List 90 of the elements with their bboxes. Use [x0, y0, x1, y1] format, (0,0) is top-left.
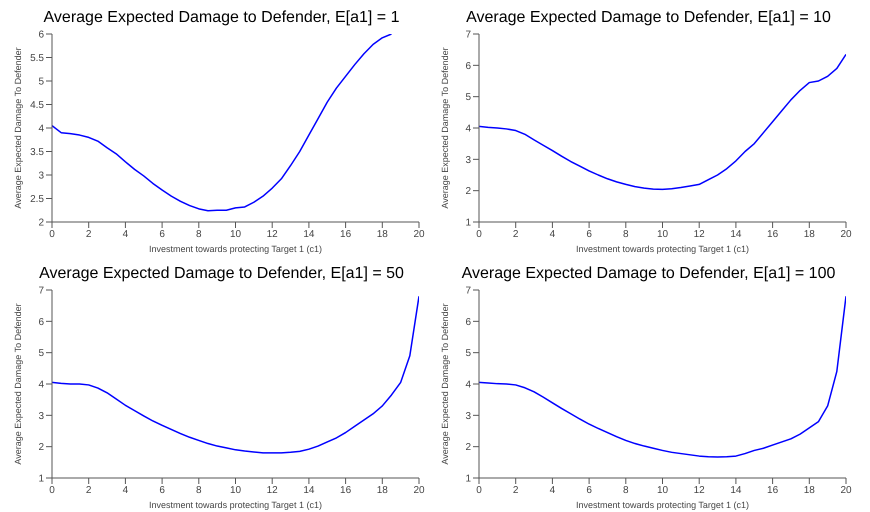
x-tick-label: 18	[376, 485, 388, 496]
y-tick-label: 5	[465, 92, 472, 104]
x-tick-label: 10	[230, 229, 242, 240]
y-tick-label: 7	[38, 286, 44, 297]
x-tick-label: 12	[694, 229, 706, 240]
x-tick-label: 8	[623, 485, 630, 496]
chart-title: Average Expected Damage to Defender, E[a1] = 1	[42, 8, 400, 28]
x-tick-label: 0	[49, 485, 56, 496]
y-tick-label: 6	[38, 30, 44, 41]
x-tick-label: 20	[840, 485, 852, 496]
y-axis-title: Average Expected Damage To Defender	[13, 303, 24, 465]
x-tick-label: 8	[196, 229, 202, 240]
chart-title: Average Expected Damage to Defender, E[a1] = 50	[38, 264, 405, 284]
x-tick-label: 14	[730, 229, 742, 240]
y-tick-label: 3	[465, 154, 472, 166]
x-tick-label: 2	[512, 229, 519, 240]
line-series	[52, 34, 392, 212]
y-tick-label: 6	[465, 316, 472, 328]
y-tick-label: 4.5	[30, 100, 44, 112]
x-tick-label: 20	[413, 229, 425, 240]
x-tick-label: 2	[512, 485, 519, 496]
x-tick-label: 4	[122, 229, 129, 240]
x-tick-label: 0	[476, 229, 482, 240]
y-tick-label: 2.5	[30, 194, 44, 206]
y-tick-label: 4	[465, 124, 472, 135]
y-tick-label: 5	[465, 348, 472, 360]
x-tick-label: 12	[266, 229, 278, 240]
y-tick-label: 3	[465, 410, 472, 422]
y-tick-label: 2	[38, 218, 44, 229]
x-tick-label: 8	[196, 485, 202, 496]
x-tick-label: 4	[550, 485, 556, 496]
x-tick-label: 6	[159, 229, 166, 240]
x-axis-title: Investment towards protecting Target 1 (c1)	[149, 244, 322, 254]
y-axis-title: Average Expected Damage To Defender	[440, 47, 450, 209]
y-tick-label: 4	[38, 380, 44, 391]
y-tick-label: 6	[38, 316, 44, 328]
x-tick-label: 6	[586, 485, 592, 496]
line-series	[52, 296, 419, 454]
x-tick-label: 12	[266, 485, 278, 496]
x-tick-label: 6	[159, 485, 166, 496]
x-tick-label: 2	[86, 229, 92, 240]
y-tick-label: 3.5	[30, 147, 44, 158]
line-series	[479, 296, 846, 458]
x-tick-label: 2	[86, 485, 92, 496]
x-tick-label: 8	[623, 229, 630, 240]
y-tick-label: 4	[38, 124, 44, 135]
y-tick-label: 1	[465, 218, 472, 229]
x-tick-label: 10	[656, 229, 668, 240]
y-tick-label: 3	[38, 410, 44, 422]
y-tick-label: 5	[38, 348, 44, 360]
x-tick-label: 6	[586, 229, 592, 240]
chart-title: Average Expected Damage to Defender, E[a1] = 10	[465, 8, 832, 28]
y-tick-label: 1	[38, 474, 44, 485]
y-tick-label: 7	[465, 286, 472, 297]
x-tick-label: 16	[340, 229, 352, 240]
x-tick-label: 12	[694, 485, 706, 496]
x-tick-label: 0	[49, 229, 56, 240]
y-tick-label: 2	[465, 186, 472, 198]
y-tick-label: 2	[38, 442, 44, 454]
x-axis-title: Investment towards protecting Target 1 (c1)	[576, 500, 749, 510]
x-tick-label: 14	[303, 485, 315, 496]
y-axis-title: Average Expected Damage To Defender	[440, 303, 450, 465]
x-axis-title: Investment towards protecting Target 1 (c1)	[576, 244, 749, 254]
chart-title: Average Expected Damage to Defender, E[a1] = 100	[460, 264, 836, 284]
y-tick-label: 2	[465, 442, 472, 454]
x-tick-label: 18	[376, 229, 388, 240]
y-tick-label: 3	[38, 170, 44, 182]
x-tick-label: 10	[230, 485, 242, 496]
x-axis-title: Investment towards protecting Target 1 (c1)	[149, 500, 322, 510]
x-tick-label: 18	[804, 485, 816, 496]
y-tick-label: 5	[38, 76, 44, 88]
y-tick-label: 5.5	[30, 53, 44, 64]
x-tick-label: 18	[804, 229, 816, 240]
x-tick-label: 16	[767, 229, 779, 240]
x-tick-label: 4	[122, 485, 129, 496]
x-tick-label: 0	[476, 485, 482, 496]
y-tick-label: 4	[465, 380, 472, 391]
x-tick-label: 14	[730, 485, 742, 496]
x-tick-label: 14	[303, 229, 315, 240]
x-tick-label: 20	[413, 485, 425, 496]
y-tick-label: 6	[465, 60, 472, 72]
x-tick-label: 16	[340, 485, 352, 496]
x-tick-label: 20	[840, 229, 852, 240]
y-tick-label: 1	[465, 474, 472, 485]
x-tick-label: 16	[767, 485, 779, 496]
x-tick-label: 10	[656, 485, 668, 496]
x-tick-label: 4	[550, 229, 556, 240]
y-axis-title: Average Expected Damage To Defender	[13, 47, 24, 209]
y-tick-label: 7	[465, 30, 472, 41]
line-series	[479, 54, 846, 190]
